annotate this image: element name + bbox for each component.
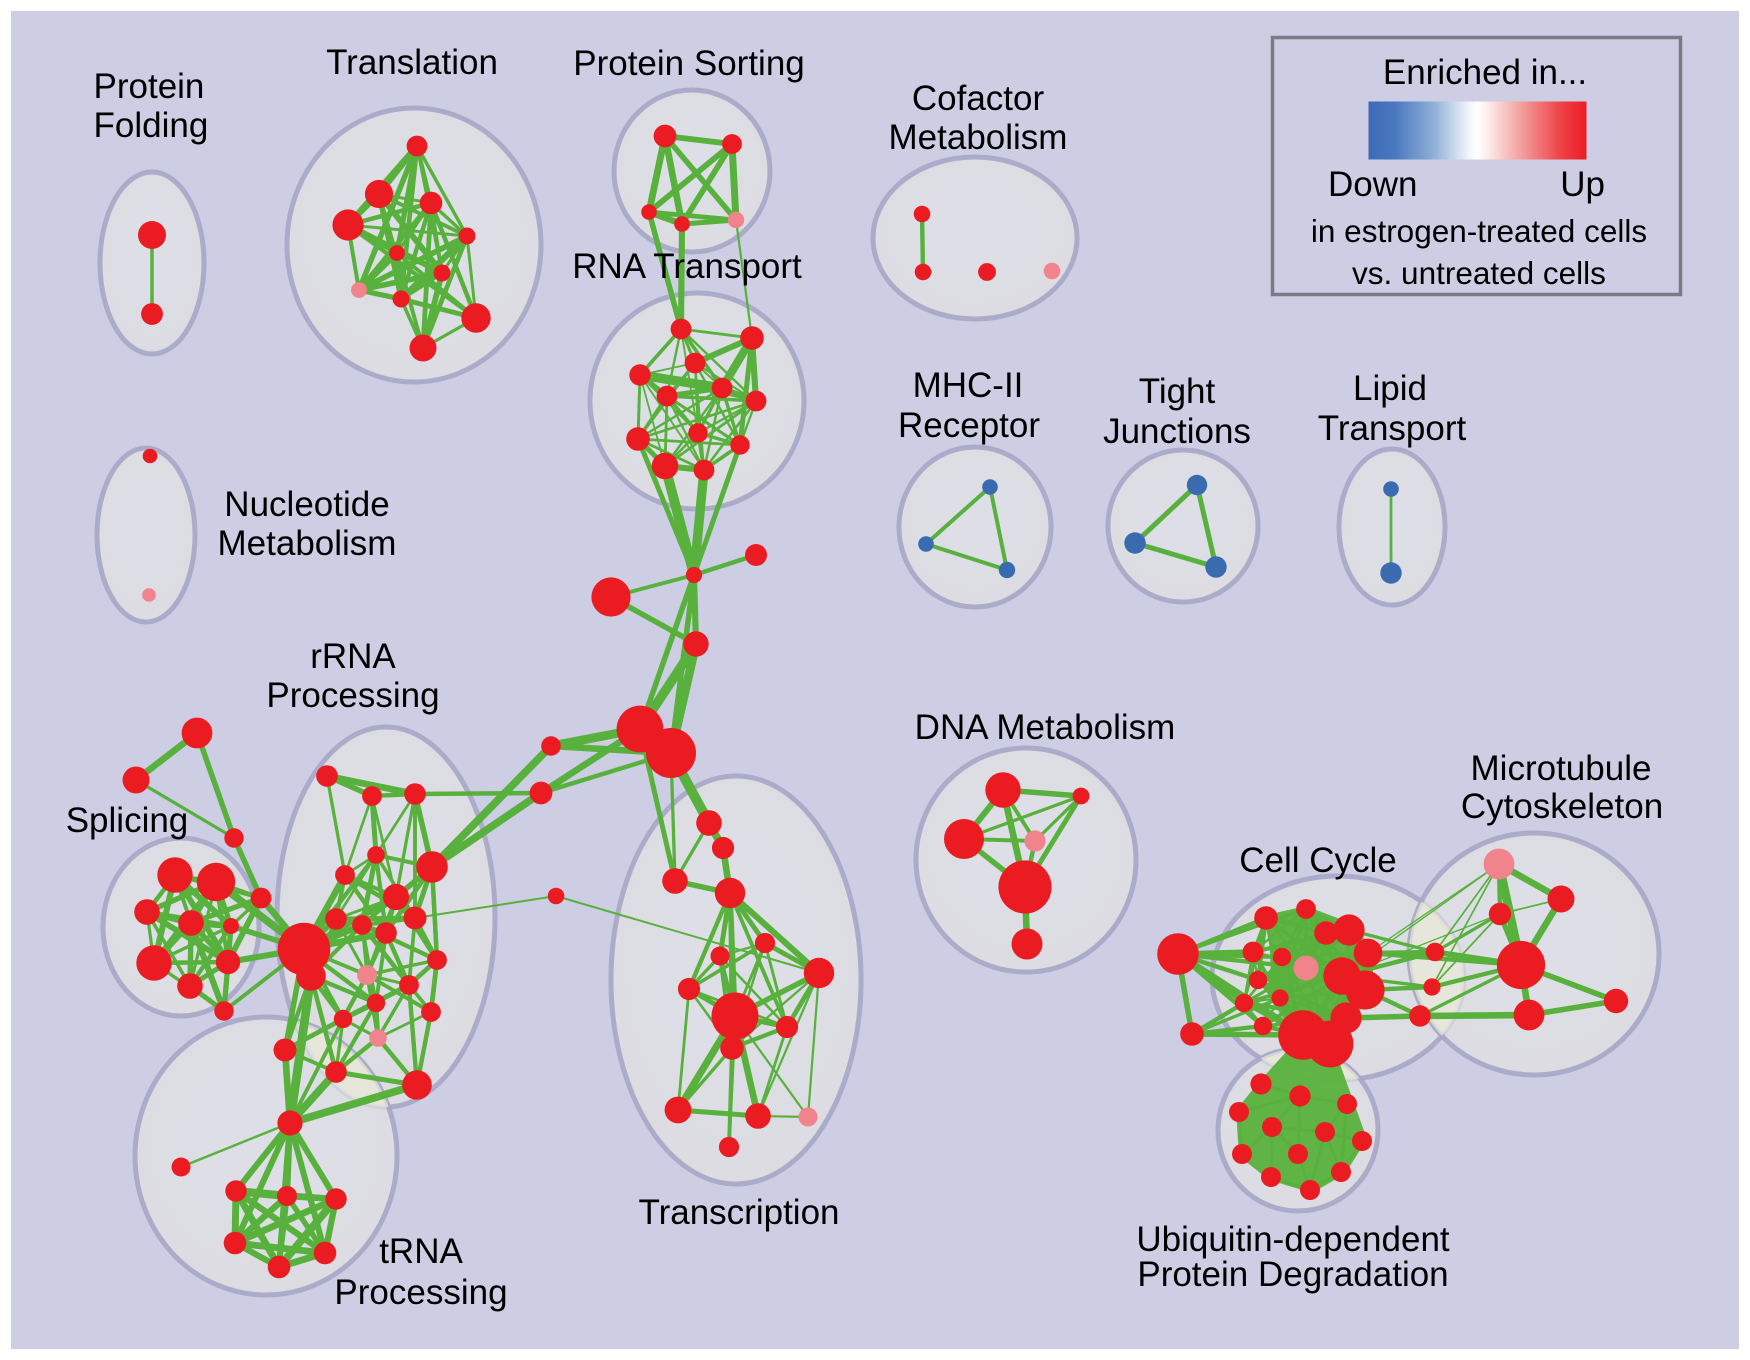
svg-text:Metabolism: Metabolism — [218, 524, 397, 563]
svg-text:Cofactor: Cofactor — [912, 79, 1045, 118]
svg-text:RNA Transport: RNA Transport — [572, 247, 802, 286]
svg-text:Translation: Translation — [326, 43, 498, 82]
svg-text:Ubiquitin-dependent: Ubiquitin-dependent — [1136, 1220, 1450, 1259]
svg-text:Transport: Transport — [1318, 409, 1467, 448]
svg-text:Enriched in...: Enriched in... — [1383, 53, 1587, 92]
svg-text:Cytoskeleton: Cytoskeleton — [1461, 787, 1663, 826]
svg-text:DNA Metabolism: DNA Metabolism — [915, 708, 1176, 747]
svg-text:Processing: Processing — [266, 676, 439, 715]
svg-text:Folding: Folding — [94, 106, 209, 145]
svg-text:Protein Degradation: Protein Degradation — [1137, 1255, 1448, 1294]
svg-text:Lipid: Lipid — [1353, 369, 1427, 408]
svg-text:Tight: Tight — [1139, 372, 1216, 411]
svg-text:Receptor: Receptor — [898, 406, 1040, 445]
svg-text:vs. untreated cells: vs. untreated cells — [1352, 255, 1606, 291]
svg-text:Nucleotide: Nucleotide — [224, 485, 389, 524]
svg-text:Splicing: Splicing — [66, 801, 189, 840]
svg-text:in estrogen-treated cells: in estrogen-treated cells — [1311, 213, 1647, 249]
svg-text:Cell Cycle: Cell Cycle — [1239, 841, 1397, 880]
svg-text:Protein Sorting: Protein Sorting — [573, 44, 805, 83]
svg-text:Transcription: Transcription — [639, 1193, 840, 1232]
svg-text:MHC-II: MHC-II — [913, 366, 1024, 405]
svg-text:Processing: Processing — [334, 1273, 507, 1312]
svg-text:Microtubule: Microtubule — [1471, 749, 1652, 788]
svg-text:rRNA: rRNA — [310, 637, 396, 676]
svg-text:Protein: Protein — [94, 67, 205, 106]
svg-text:Up: Up — [1560, 165, 1605, 204]
svg-text:Metabolism: Metabolism — [889, 118, 1068, 157]
svg-text:Down: Down — [1328, 165, 1417, 204]
svg-text:Junctions: Junctions — [1103, 412, 1251, 451]
svg-text:tRNA: tRNA — [379, 1232, 463, 1271]
